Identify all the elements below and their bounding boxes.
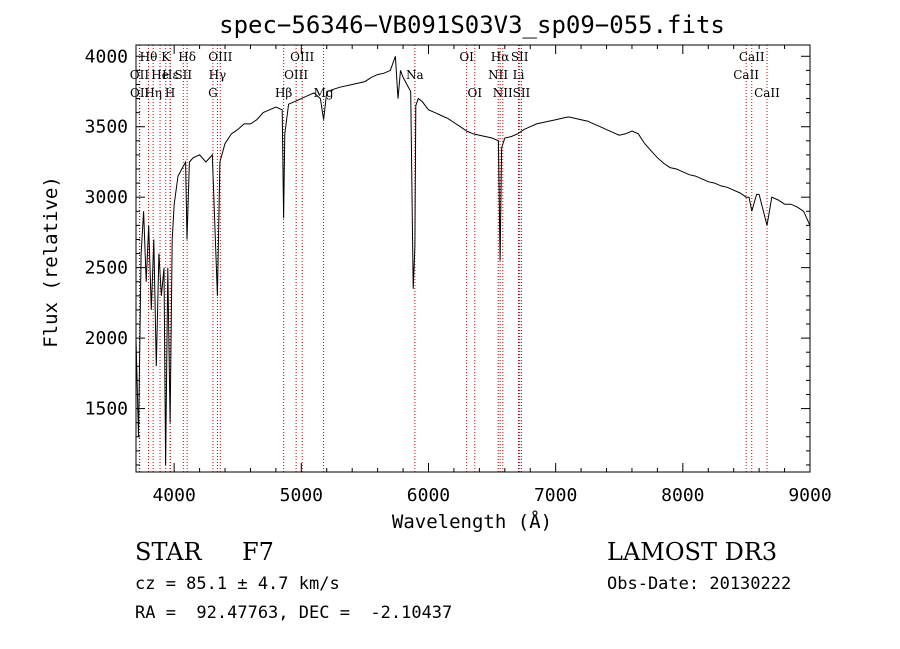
- ref-line-label: Hη: [144, 86, 162, 100]
- obs-date-text: Obs-Date: 20130222: [607, 574, 792, 594]
- ref-line-label: CaII: [733, 68, 759, 82]
- object-subclass: F7: [242, 538, 274, 566]
- ref-line-label: NII: [488, 68, 508, 82]
- ref-line-label: OII: [130, 86, 150, 100]
- x-tick-label: 7000: [534, 485, 577, 506]
- y-tick-label: 2500: [85, 258, 128, 279]
- redshift-text: cz = 85.1 ± 4.7 km/s: [135, 574, 340, 594]
- y-tick-label: 2000: [85, 328, 128, 349]
- ref-line-label: OIII: [208, 50, 232, 64]
- ref-line-label: K: [161, 50, 171, 64]
- y-axis-label: Flux (relative): [40, 176, 62, 348]
- object-class: STAR: [135, 538, 202, 566]
- ref-line-label: CaII: [739, 50, 765, 64]
- ref-line-label: Mg: [314, 86, 334, 100]
- spectrum-line: [135, 56, 811, 466]
- x-tick-label: 9000: [788, 485, 831, 506]
- ref-line-label: Hγ: [209, 68, 227, 82]
- reference-lines: [138, 45, 768, 472]
- ref-line-label: Hβ: [275, 86, 292, 100]
- ref-line-label: SII: [174, 68, 192, 82]
- survey-name: LAMOST DR3: [607, 538, 778, 566]
- ref-line-label: OII: [130, 68, 150, 82]
- ref-line-label: Na: [406, 68, 424, 82]
- ref-line-label: OIII: [290, 50, 314, 64]
- plot-frame: [135, 44, 811, 473]
- ref-line-label: Hε: [162, 68, 179, 82]
- chart-title: spec−56346−VB091S03V3_sp09−055.fits: [219, 11, 725, 39]
- ref-line-label: Li: [513, 68, 525, 82]
- coords-text: RA = 92.47763, DEC = -2.10437: [135, 603, 453, 623]
- ref-line-label: OI: [459, 50, 474, 64]
- ref-line-label: H: [165, 86, 175, 100]
- ref-line-label: Hα: [491, 50, 510, 64]
- x-tick-label: 6000: [407, 485, 450, 506]
- x-axis-label: Wavelength (Å): [392, 510, 552, 533]
- ref-line-label: CaII: [754, 86, 780, 100]
- y-tick-label: 3500: [85, 117, 128, 138]
- y-axis-ticks: 1500 2000 2500 3000 3500 4000: [85, 46, 810, 466]
- x-axis-ticks: 4000 5000 6000 7000 8000 9000: [152, 45, 832, 506]
- ref-line-label: SII: [511, 50, 529, 64]
- ref-line-label: He: [151, 68, 169, 82]
- ref-line-label: OI: [467, 86, 482, 100]
- y-tick-label: 4000: [85, 46, 128, 67]
- x-tick-label: 4000: [152, 485, 195, 506]
- x-tick-label: 5000: [280, 485, 323, 506]
- ref-line-label: NII: [493, 86, 513, 100]
- y-tick-label: 1500: [85, 399, 128, 420]
- ref-line-label: G: [208, 86, 218, 100]
- x-tick-label: 8000: [661, 485, 704, 506]
- ref-line-label: SII: [513, 86, 531, 100]
- y-tick-label: 3000: [85, 187, 128, 208]
- ref-line-label: Hθ: [140, 50, 158, 64]
- ref-line-label: OIII: [284, 68, 308, 82]
- ref-line-label: Hδ: [178, 50, 196, 64]
